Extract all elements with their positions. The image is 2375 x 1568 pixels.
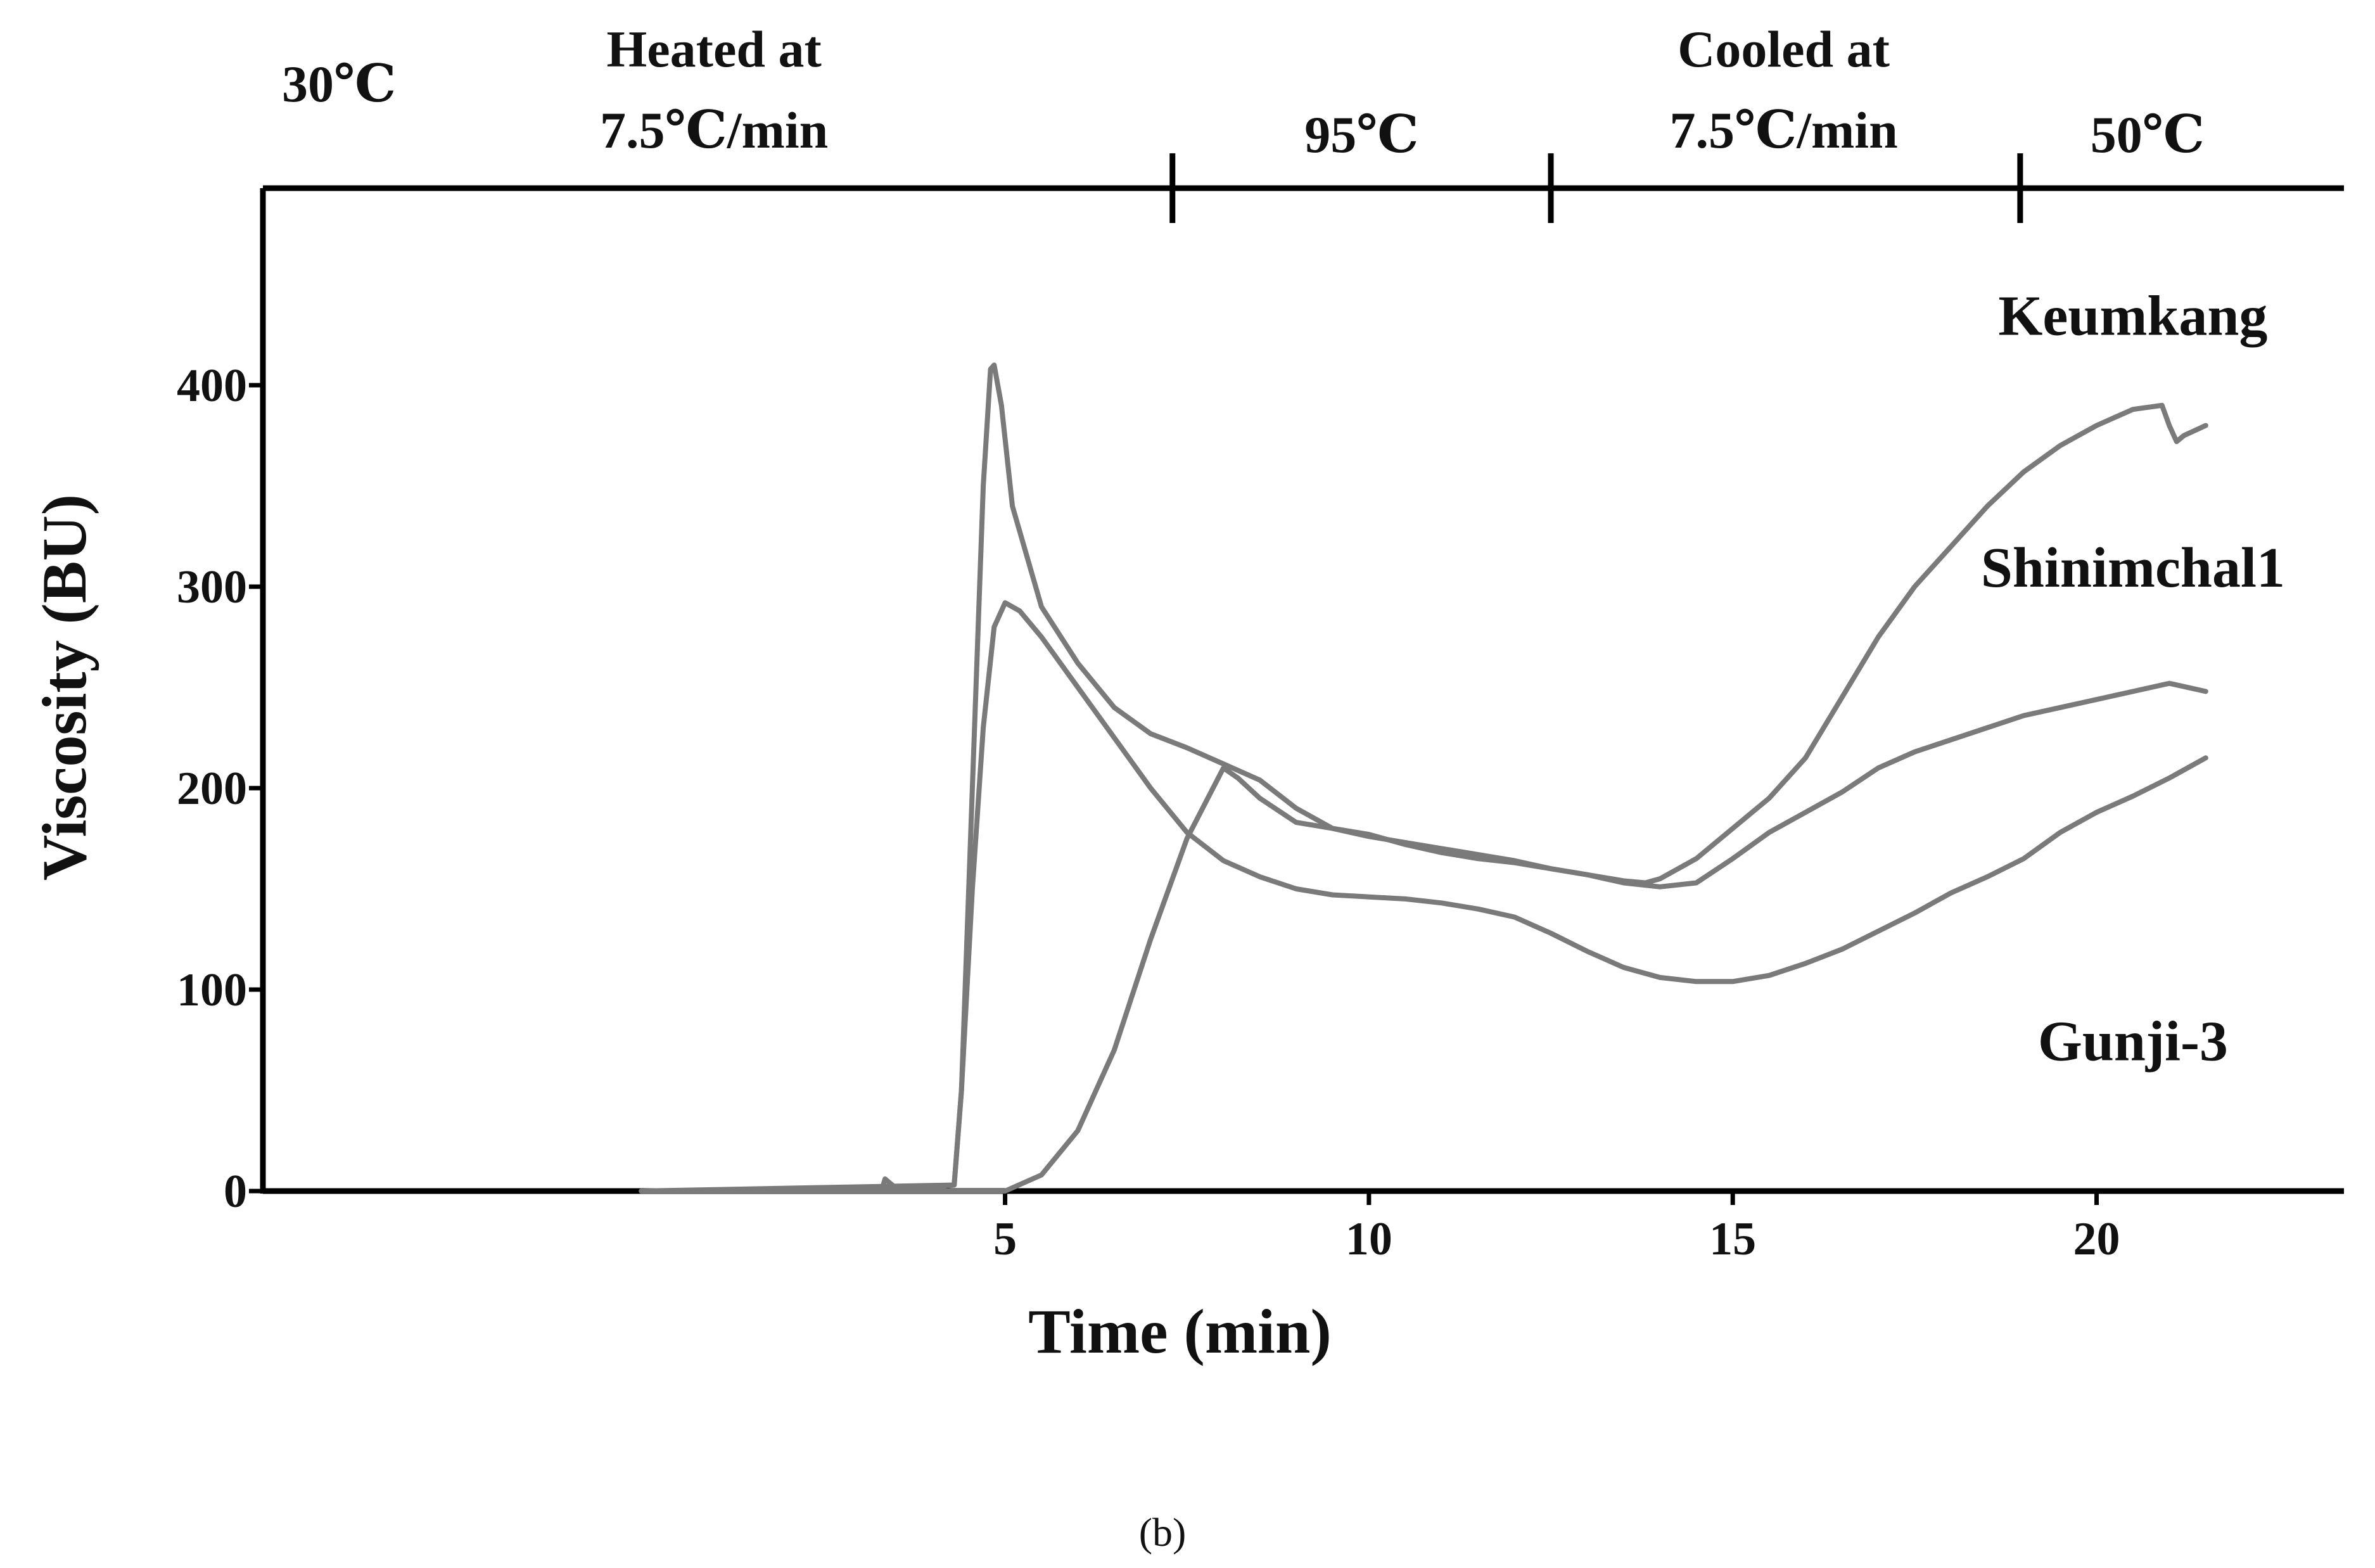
y-tick-label: 200 xyxy=(177,763,247,815)
series-line-shinimchal1 xyxy=(639,600,2208,1194)
series-label: Keumkang xyxy=(1998,285,2267,348)
series-line-gunji-3 xyxy=(639,680,2208,1194)
x-axis-label: Time (min) xyxy=(1028,1296,1332,1367)
axes xyxy=(260,188,2344,1194)
series-label: Shinimchal1 xyxy=(1981,537,2285,599)
y-axis-ticks: 0 100 200 300 400 xyxy=(177,360,263,1218)
series-line-keumkang xyxy=(639,362,2208,1194)
temperature-stage-label: Heated at 7.5℃/min xyxy=(600,20,828,159)
x-tick-label: 10 xyxy=(1346,1213,1392,1265)
temperature-program-bar: 30℃ Heated at 7.5℃/min 95℃ Cooled at 7.5℃/min… xyxy=(263,20,2344,223)
figure-caption: (b) xyxy=(1139,1510,1187,1555)
temperature-stage-label: 30℃ xyxy=(282,55,396,113)
y-tick-label: 100 xyxy=(177,964,247,1016)
y-tick-label: 300 xyxy=(177,561,247,613)
y-tick-label: 400 xyxy=(177,360,247,412)
series-layer xyxy=(639,362,2208,1194)
series-label: Gunji-3 xyxy=(2038,1010,2228,1073)
series-labels: Keumkang Shinimchal1 Gunji-3 xyxy=(1981,285,2285,1073)
temperature-stage-label: 95℃ xyxy=(1304,106,1418,163)
temperature-stage-label: 50℃ xyxy=(2091,106,2205,163)
y-axis-label: Viscosity (BU) xyxy=(29,494,99,881)
x-tick-label: 20 xyxy=(2073,1213,2120,1265)
y-tick-label: 0 xyxy=(224,1166,247,1218)
x-axis-ticks: 5 10 15 20 xyxy=(993,1191,2120,1265)
x-tick-label: 5 xyxy=(993,1213,1017,1265)
temperature-stage-label: Cooled at 7.5℃/min xyxy=(1669,20,1897,159)
x-tick-label: 15 xyxy=(1709,1213,1756,1265)
